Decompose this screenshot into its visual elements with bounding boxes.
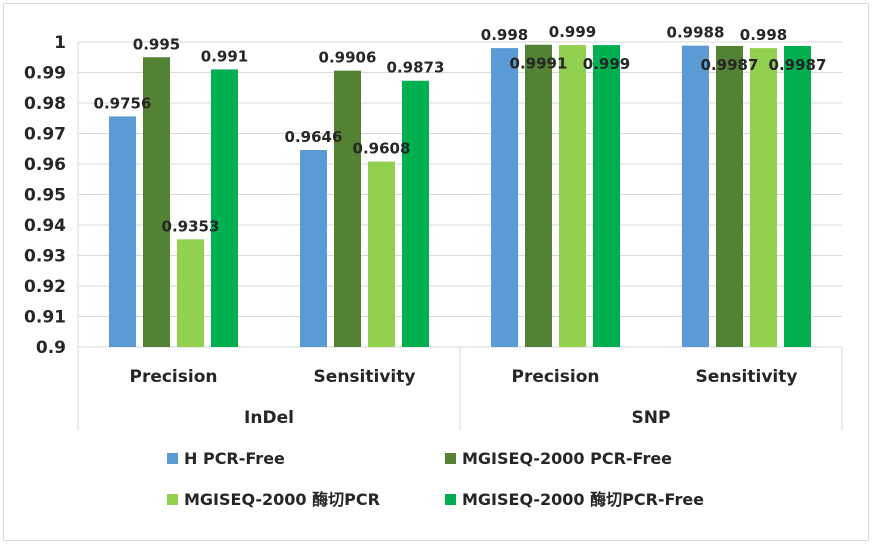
bars xyxy=(109,44,811,348)
bar xyxy=(491,48,518,347)
bar xyxy=(593,45,620,348)
data-label: 0.9608 xyxy=(353,140,411,158)
y-tick-label: 0.96 xyxy=(24,155,66,175)
gridlines xyxy=(78,41,842,348)
x-tick-label: Sensitivity xyxy=(696,367,798,387)
legend-label: MGISEQ-2000 酶切PCR xyxy=(184,490,380,509)
y-tick-label: 0.99 xyxy=(24,64,66,84)
data-label: 0.999 xyxy=(549,23,596,41)
data-label: 0.995 xyxy=(133,35,180,53)
y-tick-label: 0.95 xyxy=(24,186,66,206)
y-tick-label: 0.91 xyxy=(24,308,66,328)
data-label: 0.9353 xyxy=(162,217,220,235)
bar xyxy=(784,45,811,348)
bar xyxy=(682,45,709,347)
legend-swatch xyxy=(445,494,456,505)
bar xyxy=(559,45,586,348)
bar xyxy=(177,239,204,347)
y-tick-label: 1 xyxy=(54,33,66,53)
legend-label: H PCR-Free xyxy=(184,449,285,468)
data-label: 0.9873 xyxy=(387,59,445,77)
x-tick-label: Precision xyxy=(129,367,217,387)
legend: H PCR-Free MGISEQ-2000 PCR-Free MGISEQ-200… xyxy=(167,449,704,509)
y-tick-label: 0.97 xyxy=(24,125,66,145)
legend-label: MGISEQ-2000 酶切PCR-Free xyxy=(462,490,704,509)
y-tick-label: 0.94 xyxy=(24,216,66,236)
data-label: 0.991 xyxy=(201,47,248,65)
x-group-label: InDel xyxy=(244,408,294,428)
legend-swatch xyxy=(167,453,178,464)
bar xyxy=(750,48,777,347)
bar xyxy=(525,44,552,348)
data-label: 0.9646 xyxy=(285,128,343,146)
data-label: 0.9906 xyxy=(319,49,377,67)
bar xyxy=(402,80,429,348)
x-tick-label: Sensitivity xyxy=(314,367,416,387)
data-label: 0.9988 xyxy=(667,24,725,42)
legend-label: MGISEQ-2000 PCR-Free xyxy=(462,449,672,468)
y-tick-label: 0.92 xyxy=(24,277,66,297)
bar xyxy=(334,70,361,348)
bar xyxy=(211,69,238,347)
legend-swatch xyxy=(167,494,178,505)
y-tick-label: 0.98 xyxy=(24,94,66,114)
bar xyxy=(109,116,136,347)
x-tick-label: Precision xyxy=(511,367,599,387)
y-tick-label: 0.93 xyxy=(24,247,66,267)
x-group-label: SNP xyxy=(632,408,671,428)
bar xyxy=(716,45,743,348)
y-tick-label: 0.9 xyxy=(36,338,66,358)
data-label: 0.9987 xyxy=(769,56,827,74)
data-label: 0.998 xyxy=(740,26,787,44)
chart-frame xyxy=(3,3,869,541)
data-label: 0.999 xyxy=(583,55,630,73)
data-labels: 0.9756 0.9646 0.998 0.9988 0.995 0.9906 0.9991… xyxy=(94,23,827,235)
axes: 0.90.910.920.930.940.950.960.970.980.991… xyxy=(24,33,843,430)
bar xyxy=(300,149,327,347)
data-label: 0.9756 xyxy=(94,94,152,112)
data-label: 0.9987 xyxy=(701,56,759,74)
data-label: 0.998 xyxy=(481,26,528,44)
bar xyxy=(143,57,170,347)
legend-swatch xyxy=(445,453,456,464)
bar xyxy=(368,161,395,347)
data-label: 0.9991 xyxy=(510,55,568,73)
